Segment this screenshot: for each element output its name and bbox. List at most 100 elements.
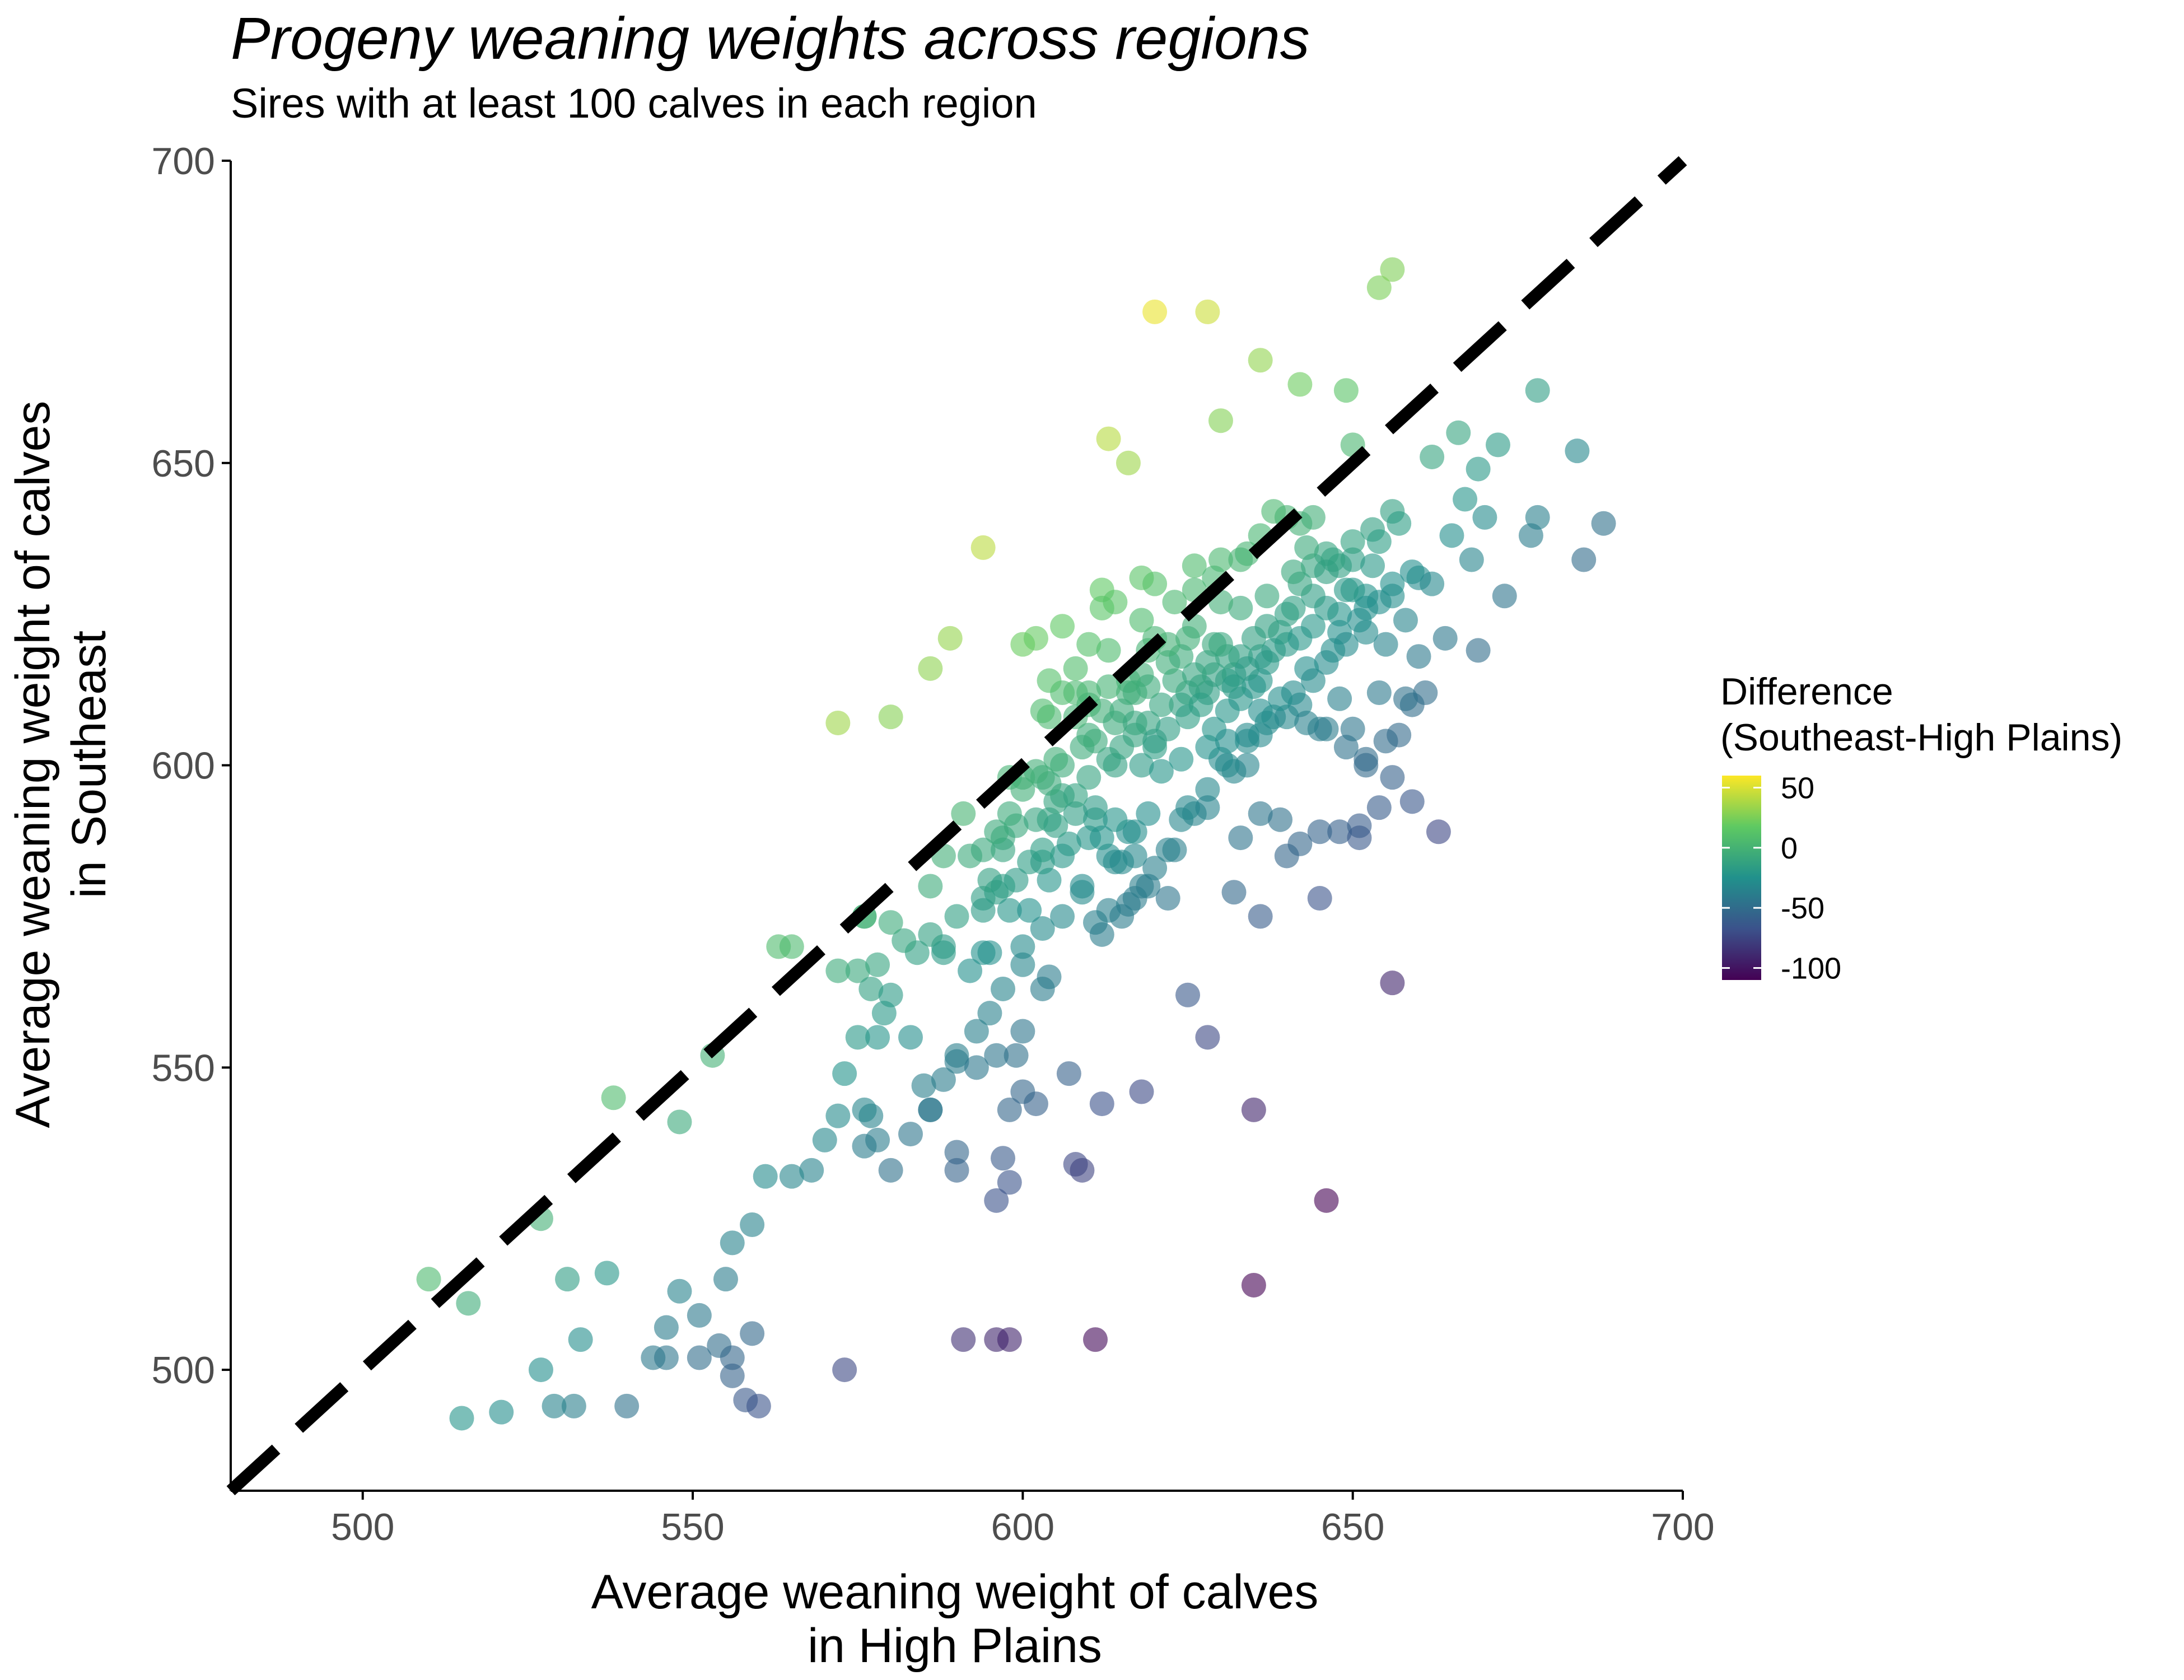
data-point	[1109, 904, 1135, 929]
data-point	[528, 1357, 553, 1383]
data-point	[931, 1067, 956, 1092]
data-point	[964, 1055, 989, 1080]
data-point	[984, 1043, 1009, 1068]
data-point	[1129, 1079, 1154, 1104]
data-point	[1136, 801, 1161, 826]
data-point	[1565, 438, 1590, 464]
data-point	[825, 710, 851, 735]
data-point	[1340, 529, 1365, 554]
data-point	[1307, 886, 1332, 911]
data-point	[1393, 686, 1418, 711]
data-point	[1248, 904, 1273, 929]
data-points	[416, 257, 1616, 1431]
data-point	[654, 1345, 679, 1370]
data-point	[970, 898, 996, 923]
x-tick-label: 650	[1321, 1506, 1384, 1548]
axes: 500 550 600 650 700 500 550 600 650 700	[152, 140, 1715, 1548]
data-point	[1089, 1091, 1114, 1117]
data-point	[1287, 372, 1313, 397]
data-point	[1439, 523, 1464, 548]
data-point	[1155, 886, 1180, 911]
data-point	[1023, 626, 1048, 651]
data-point	[918, 1097, 943, 1122]
data-point	[1043, 813, 1068, 838]
legend-title-line1: Difference	[1720, 670, 1893, 713]
data-point	[1149, 759, 1174, 784]
data-point	[1070, 874, 1095, 899]
data-point	[1030, 916, 1055, 941]
data-point	[1083, 1327, 1108, 1352]
data-point	[1089, 825, 1114, 851]
data-point	[1300, 505, 1326, 530]
color-legend: Difference (Southeast-High Plains) 50 0 -5…	[1720, 670, 2122, 986]
data-point	[951, 801, 976, 826]
data-point	[858, 976, 884, 1001]
data-point	[1294, 535, 1319, 560]
data-point	[1248, 801, 1273, 826]
data-point	[832, 1357, 857, 1383]
data-point	[1221, 880, 1247, 905]
data-point	[1307, 819, 1332, 844]
data-point	[1070, 1158, 1095, 1183]
data-point	[568, 1327, 593, 1352]
data-point	[542, 1393, 567, 1418]
data-point	[812, 1127, 837, 1152]
data-point	[1162, 837, 1187, 862]
data-point	[1096, 426, 1121, 451]
legend-title-line2: (Southeast-High Plains)	[1720, 716, 2122, 759]
data-point	[1162, 590, 1187, 615]
data-point	[1010, 934, 1035, 959]
data-point	[1129, 565, 1154, 590]
data-point	[1030, 837, 1055, 862]
data-point	[1155, 716, 1180, 741]
data-point	[601, 1085, 626, 1110]
data-point	[1010, 1019, 1035, 1044]
data-point	[944, 1140, 969, 1165]
data-point	[740, 1321, 765, 1346]
data-point	[1076, 765, 1102, 790]
data-point	[970, 940, 996, 965]
data-point	[1347, 608, 1372, 633]
data-point	[951, 1327, 976, 1352]
data-point	[1175, 982, 1201, 1007]
data-point	[1333, 577, 1359, 603]
data-point	[456, 1291, 481, 1316]
data-point	[1096, 746, 1121, 772]
x-axis-ticks: 500 550 600 650 700	[331, 1491, 1715, 1548]
data-point	[1182, 553, 1207, 578]
data-point	[1287, 626, 1313, 651]
data-point	[1129, 608, 1154, 633]
data-point	[766, 934, 791, 959]
data-point	[1241, 1097, 1266, 1122]
y-tick-label: 550	[152, 1047, 215, 1089]
data-point	[1366, 529, 1392, 554]
colorbar-ticks: 50 0 -50 -100	[1722, 771, 1841, 986]
data-point	[1010, 1079, 1035, 1104]
data-point	[865, 1025, 890, 1050]
data-point	[1327, 819, 1352, 844]
data-point	[1103, 807, 1128, 832]
data-point	[1366, 680, 1392, 705]
data-point	[878, 910, 903, 935]
data-point	[1466, 638, 1491, 663]
data-point	[1485, 432, 1510, 458]
data-point	[1380, 257, 1405, 282]
data-point	[1149, 692, 1174, 717]
data-point	[1063, 783, 1088, 808]
data-point	[614, 1393, 640, 1418]
data-point	[1050, 614, 1075, 639]
data-point	[1354, 753, 1379, 778]
x-tick-label: 500	[331, 1506, 394, 1548]
data-point	[1089, 595, 1114, 620]
data-point	[779, 1164, 804, 1189]
data-point	[1432, 626, 1458, 651]
data-point	[1076, 632, 1102, 657]
data-point	[898, 1025, 923, 1050]
data-point	[1215, 729, 1240, 754]
data-point	[1314, 1188, 1339, 1213]
data-point	[667, 1278, 692, 1304]
data-point	[1056, 831, 1081, 856]
data-point	[1373, 632, 1398, 657]
data-point	[832, 1061, 857, 1086]
data-point	[1208, 408, 1233, 433]
